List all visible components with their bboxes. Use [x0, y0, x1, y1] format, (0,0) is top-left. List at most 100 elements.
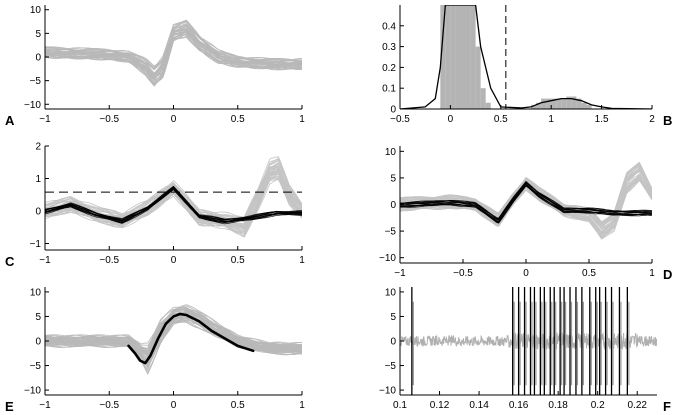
y-tick-label: 0.1	[382, 84, 396, 95]
y-tick-label: 0	[390, 200, 396, 211]
histogram-bar	[531, 104, 537, 109]
x-tick-label: 0.5	[231, 114, 245, 125]
x-tick-label: 1	[649, 268, 655, 279]
x-tick-label: 0	[448, 114, 454, 125]
y-tick-label: 0	[35, 337, 41, 348]
x-tick-label: 0.12	[430, 400, 450, 411]
x-tick-label: 0.16	[509, 400, 529, 411]
waveform-gray	[45, 158, 302, 218]
x-tick-label: 0.5	[231, 400, 245, 411]
x-tick-label: −0.5	[99, 400, 119, 411]
panel-label: D	[663, 267, 672, 282]
x-tick-label: 0.1	[393, 400, 407, 411]
histogram-bar	[440, 5, 446, 109]
y-tick-label: −10	[24, 100, 41, 111]
x-tick-label: 0.5	[494, 114, 508, 125]
y-tick-label: 0	[35, 207, 41, 218]
x-tick-label: 0.5	[231, 255, 245, 266]
plot-area	[400, 287, 657, 395]
x-tick-label: 0.14	[469, 400, 489, 411]
waveform-gray	[45, 308, 302, 353]
panel-a: −1 −0.5 0 0.5 1 −10 −5 0 5 10 A	[5, 5, 305, 128]
y-tick-label: 10	[385, 287, 397, 298]
waveform-gray	[45, 177, 302, 235]
x-tick-label: 0	[523, 268, 529, 279]
y-tick-label: −5	[30, 76, 42, 87]
y-tick-label: 5	[35, 29, 41, 40]
y-tick-label: −10	[379, 253, 396, 264]
panel-label: A	[5, 113, 15, 128]
panel-e: −1 −0.5 0 0.5 1 −10 −5 0 5 10 E	[5, 287, 305, 414]
x-tick-label: 0.18	[548, 400, 568, 411]
waveform-gray	[45, 31, 302, 80]
waveform-gray	[45, 316, 302, 363]
x-tick-label: −0.5	[390, 114, 410, 125]
waveform-gray	[45, 308, 302, 349]
waveform-gray	[45, 32, 302, 84]
histogram-bar	[571, 96, 577, 109]
x-tick-label: −1	[39, 114, 51, 125]
waveform-gray	[400, 169, 652, 229]
histogram-bar	[465, 5, 471, 109]
panel-label: C	[5, 254, 15, 269]
waveform-gray	[45, 20, 302, 67]
y-tick-label: 0.4	[382, 21, 396, 32]
y-tick-label: 0.3	[382, 42, 396, 53]
histogram-bar	[576, 98, 582, 109]
density-curve	[400, 5, 652, 109]
histogram-bar	[581, 102, 587, 109]
plot-area	[45, 19, 302, 87]
histogram-bar	[541, 98, 547, 109]
mean-waveform	[127, 312, 255, 365]
waveform-gray	[45, 306, 302, 350]
y-tick-label: 5	[35, 312, 41, 323]
waveform-black	[45, 189, 302, 225]
histogram-bar	[460, 5, 466, 109]
histogram-bar	[546, 98, 552, 109]
y-tick-label: 10	[385, 147, 397, 158]
histogram-bar	[475, 46, 481, 109]
histogram-bar	[470, 5, 476, 109]
x-tick-label: −0.5	[99, 114, 119, 125]
x-tick-label: 1	[299, 255, 305, 266]
plot-area	[45, 304, 302, 376]
x-tick-label: 0.2	[591, 400, 605, 411]
waveform-gray	[400, 177, 652, 239]
plot-area	[45, 156, 302, 238]
x-tick-label: 2	[649, 114, 655, 125]
x-tick-label: −0.5	[453, 268, 473, 279]
waveform-black	[45, 185, 302, 221]
plot-area	[400, 5, 652, 109]
y-tick-label: −1	[30, 239, 42, 250]
histogram-bar	[536, 102, 542, 109]
histogram-bar	[455, 5, 461, 109]
y-tick-label: 10	[30, 287, 42, 298]
panel-label: B	[663, 113, 672, 128]
waveform-gray	[400, 176, 652, 236]
x-tick-label: 1	[299, 400, 305, 411]
panel-label: E	[5, 399, 14, 414]
histogram-bar	[586, 104, 592, 109]
y-tick-label: −10	[24, 386, 41, 397]
waveform-gray	[45, 30, 302, 78]
plot-area	[400, 161, 652, 240]
histogram-bar	[556, 98, 562, 109]
waveform-black	[45, 187, 302, 223]
waveform-black	[400, 180, 652, 220]
waveform-black	[400, 181, 652, 221]
x-tick-label: 0	[171, 400, 177, 411]
histogram-bar	[485, 102, 491, 109]
waveform-black	[400, 184, 652, 224]
voltage-trace	[400, 331, 657, 350]
panel-b: −0.5 0 0.5 1 1.5 200.10.20.30.4B	[382, 5, 672, 128]
y-tick-label: 0	[35, 53, 41, 64]
histogram-bar	[561, 98, 567, 109]
x-tick-label: 1.5	[595, 114, 609, 125]
y-tick-label: 1	[35, 174, 41, 185]
y-tick-label: 5	[390, 173, 396, 184]
y-tick-label: 10	[30, 5, 42, 16]
x-tick-label: 1	[299, 114, 305, 125]
histogram-bar	[566, 96, 572, 109]
x-tick-label: 1	[548, 114, 554, 125]
